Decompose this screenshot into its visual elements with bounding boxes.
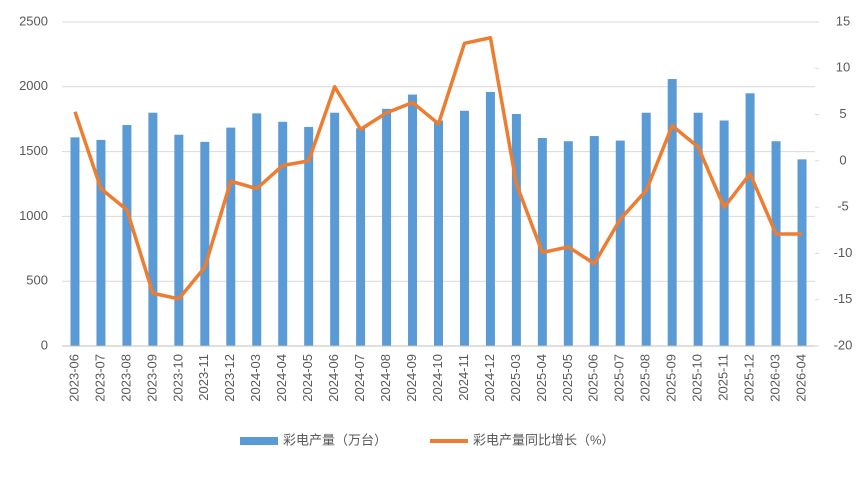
x-tick-label: 2026-04: [793, 354, 808, 402]
bar: [719, 120, 729, 346]
bar: [148, 112, 158, 346]
bar: [693, 112, 703, 346]
x-tick-label: 2023-12: [222, 354, 237, 402]
y-tick-label: 2500: [19, 13, 48, 28]
bar: [356, 128, 366, 346]
x-tick-label: 2025-07: [612, 354, 627, 402]
y-tick-label: 1000: [19, 208, 48, 223]
bar: [511, 114, 521, 347]
x-tick-label: 2023-08: [118, 354, 133, 402]
x-tick-label: 2025-09: [664, 354, 679, 402]
bar: [200, 141, 210, 346]
bar: [278, 121, 288, 347]
x-tick-label: 2024-04: [274, 354, 289, 402]
x-tick-label: 2025-05: [560, 354, 575, 402]
bar: [797, 159, 807, 346]
x-tick-label: 2024-09: [404, 354, 419, 402]
bar: [70, 137, 80, 346]
x-tick-label: 2025-04: [534, 354, 549, 402]
bar: [589, 136, 599, 346]
x-tick-label: 2025-03: [508, 354, 523, 402]
bar: [330, 112, 340, 346]
bar: [771, 141, 781, 346]
bar: [226, 127, 236, 347]
bar: [459, 110, 469, 346]
y2-tick-label: -10: [834, 245, 853, 260]
x-tick-label: 2023-11: [196, 354, 211, 401]
x-tick-label: 2023-10: [170, 354, 185, 402]
bar: [304, 126, 314, 346]
x-tick-label: 2025-11: [716, 354, 731, 401]
bar: [252, 113, 262, 346]
x-tick-label: 2024-06: [326, 354, 341, 402]
x-tick-label: 2024-10: [430, 354, 445, 402]
x-tick-label: 2025-06: [586, 354, 601, 402]
y2-tick-label: 10: [836, 60, 850, 75]
x-tick-label: 2025-12: [742, 354, 757, 402]
y2-tick-label: -5: [837, 199, 849, 214]
bar: [641, 112, 651, 346]
x-tick-label: 2025-10: [690, 354, 705, 402]
line: [73, 35, 803, 301]
legend-label: 彩电产量（万台）: [283, 432, 387, 447]
y2-tick-label: 5: [839, 106, 846, 121]
bar: [174, 134, 184, 346]
y2-tick-label: -15: [834, 291, 853, 306]
bar: [96, 139, 106, 346]
x-tick-label: 2024-08: [378, 354, 393, 402]
y-tick-label: 0: [41, 337, 48, 352]
bar: [485, 91, 495, 346]
bar: [408, 94, 418, 347]
x-tick-label: 2024-11: [456, 354, 471, 401]
x-tick-label: 2024-05: [300, 354, 315, 402]
legend-swatch: [240, 437, 278, 445]
x-tick-label: 2024-03: [248, 354, 263, 402]
bar: [667, 79, 677, 347]
x-tick-label: 2023-07: [92, 354, 107, 402]
x-tick-label: 2024-07: [352, 354, 367, 402]
bar: [563, 141, 573, 346]
x-tick-label: 2026-03: [767, 354, 782, 402]
x-tick-label: 2023-09: [144, 354, 159, 402]
bar: [615, 140, 625, 346]
bar: [745, 93, 755, 346]
legend-label: 彩电产量同比增长（%）: [473, 432, 615, 447]
bar: [537, 137, 547, 346]
bar: [434, 120, 443, 346]
x-tick-label: 2024-12: [482, 354, 497, 402]
y-tick-label: 2000: [19, 78, 48, 93]
y-tick-label: 500: [26, 273, 48, 288]
bar: [382, 108, 392, 346]
y2-tick-label: 15: [836, 13, 850, 28]
y2-tick-label: 0: [839, 152, 846, 167]
x-tick-label: 2025-08: [638, 354, 653, 402]
y-tick-label: 1500: [19, 143, 48, 158]
x-tick-label: 2023-06: [66, 354, 81, 402]
y2-tick-label: -20: [834, 337, 853, 352]
bar: [122, 125, 132, 346]
